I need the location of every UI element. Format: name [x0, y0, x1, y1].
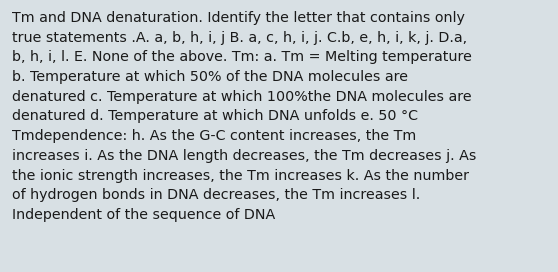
Text: Tm and DNA denaturation. Identify the letter that contains only
true statements : Tm and DNA denaturation. Identify the le… — [12, 11, 477, 222]
